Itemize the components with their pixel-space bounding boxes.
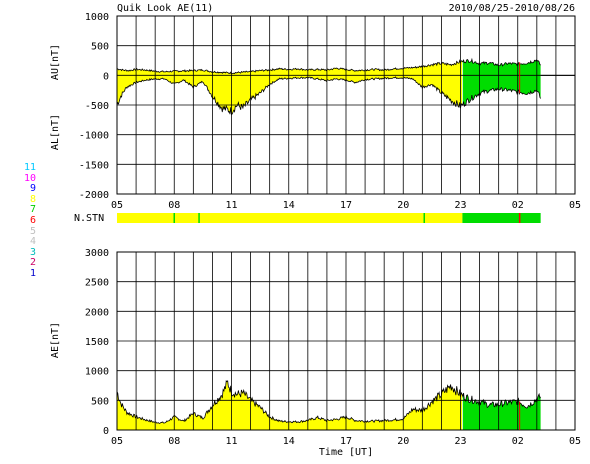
station-legend-item: 2	[29, 257, 36, 269]
ae-series-line	[116, 380, 541, 424]
x-tick-label: 08	[168, 436, 180, 447]
station-legend-item: 5	[29, 225, 36, 237]
y-tick-label: -1000	[79, 131, 109, 142]
y-tick-label: 1500	[85, 337, 109, 348]
station-legend-item: 10	[23, 172, 36, 184]
nstn-yellow-segment	[117, 213, 463, 223]
al-axis-label: AL[nT]	[50, 114, 61, 150]
x-tick-label: 11	[225, 436, 237, 447]
au-fill-yellow	[117, 60, 462, 76]
au-axis-label: AU[nT]	[50, 44, 61, 80]
x-tick-label: 05	[569, 200, 581, 211]
x-tick-label: 08	[168, 200, 180, 211]
station-legend-item: 6	[29, 215, 36, 226]
y-tick-label: 2000	[85, 307, 109, 318]
nstn-green-segment	[462, 213, 541, 223]
x-tick-label: 20	[397, 200, 409, 211]
y-tick-label: -2000	[79, 190, 109, 201]
y-tick-label: 0	[103, 426, 109, 437]
x-tick-label: 14	[283, 200, 295, 211]
x-axis-title: Time [UT]	[319, 447, 373, 458]
nstn-bar	[117, 213, 541, 223]
x-tick-label: 05	[111, 436, 123, 447]
y-tick-label: 3000	[85, 248, 109, 259]
y-tick-label: 500	[91, 396, 109, 407]
x-tick-label: 11	[225, 200, 237, 211]
y-tick-label: 1000	[85, 12, 109, 23]
x-tick-label: 17	[340, 436, 352, 447]
station-legend-item: 3	[29, 246, 36, 258]
nstn-label: N.STN	[74, 213, 104, 224]
ae-axis-label: AE[nT]	[50, 322, 61, 358]
chart-title: Quik Look AE(11)	[117, 3, 213, 14]
y-tick-label: -500	[85, 101, 109, 112]
station-legend-item: 7	[29, 204, 36, 216]
x-tick-label: 20	[397, 436, 409, 447]
x-tick-label: 23	[454, 436, 466, 447]
x-tick-label: 02	[512, 436, 524, 447]
y-tick-label: -1500	[79, 160, 109, 171]
y-tick-label: 2500	[85, 278, 109, 289]
x-tick-label: 17	[340, 200, 352, 211]
x-tick-label: 14	[283, 436, 295, 447]
al-fill-green	[462, 75, 541, 107]
x-tick-label: 05	[111, 200, 123, 211]
station-legend-item: 1	[29, 268, 36, 279]
station-legend-item: 11	[23, 162, 36, 173]
x-tick-label: 05	[569, 436, 581, 447]
y-tick-label: 500	[91, 42, 109, 53]
x-tick-label: 23	[454, 200, 466, 211]
au-series-line	[116, 57, 541, 75]
date-range: 2010/08/25-2010/08/26	[449, 3, 575, 14]
ae-fill-green	[462, 393, 541, 430]
au-fill-green	[462, 59, 541, 76]
station-legend-item: 8	[29, 193, 36, 205]
al-series-line	[116, 76, 541, 116]
station-legend-item: 9	[29, 183, 36, 195]
y-tick-label: 1000	[85, 367, 109, 378]
y-tick-label: 0	[103, 71, 109, 82]
al-fill-yellow	[117, 75, 462, 115]
ae-fill-yellow	[117, 380, 462, 430]
station-legend-item: 4	[29, 236, 36, 248]
x-tick-label: 02	[512, 200, 524, 211]
